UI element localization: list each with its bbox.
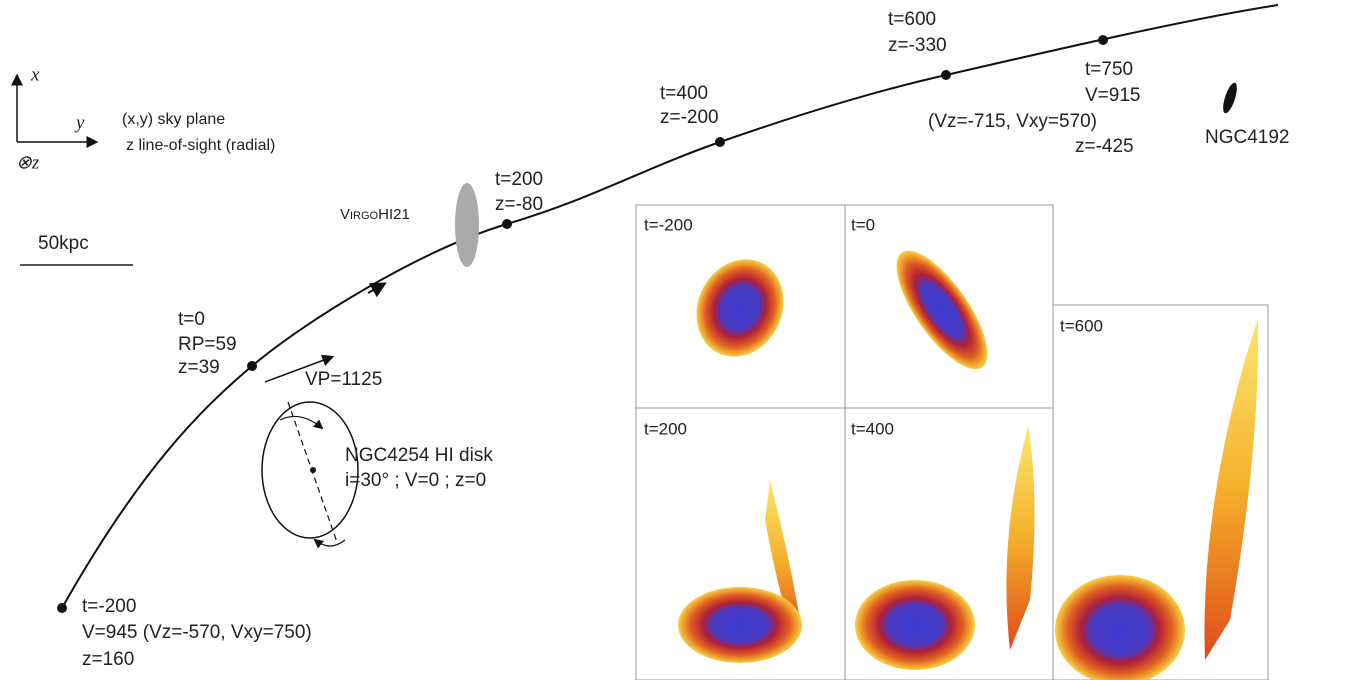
rotation-arrow: [315, 540, 345, 546]
disk-label: i=30° ; V=0 ; z=0: [345, 470, 486, 491]
axis-label: x: [30, 64, 40, 85]
trajectory-point: [941, 70, 951, 80]
gas-blob: [855, 580, 975, 670]
trajectory-point: [715, 137, 725, 147]
diagram: x y ⊗z (x,y) sky plane z line-of-sight (…: [0, 0, 1360, 680]
point-label: z=-80: [495, 194, 543, 215]
axis-label: ⊗z: [16, 152, 40, 173]
legend-text: z line-of-sight (radial): [126, 137, 275, 154]
panel-label: t=0: [851, 215, 875, 234]
gas-blob: [678, 587, 802, 663]
panel-label: t=400: [851, 419, 894, 438]
trajectory-point: [502, 219, 512, 229]
point-label: z=160: [82, 649, 134, 670]
point-label: z=39: [178, 357, 220, 378]
trajectory-point: [247, 361, 257, 371]
point-label: t=200: [495, 169, 543, 190]
point-label: t=600: [888, 9, 936, 30]
disk-axis: [288, 402, 338, 545]
gas-blob: [1055, 575, 1185, 680]
point-label: z=-330: [888, 35, 947, 56]
axis-label: y: [74, 112, 85, 133]
rotation-arrow: [280, 416, 322, 428]
point-label: z=-425: [1075, 136, 1134, 157]
disk-center: [310, 467, 316, 473]
point-label: t=750: [1085, 59, 1133, 80]
object-label: NGC4192: [1205, 127, 1290, 148]
point-label: (Vz=-715, Vxy=570): [928, 111, 1097, 132]
panel-label: t=600: [1060, 316, 1103, 335]
ngc4192-galaxy: [1220, 81, 1239, 115]
point-label: t=400: [660, 83, 708, 104]
point-label: V=915: [1085, 85, 1140, 106]
point-label: RP=59: [178, 334, 237, 355]
velocity-label: VP=1125: [305, 369, 382, 390]
point-label: t=0: [178, 309, 205, 330]
point-label: z=-200: [660, 107, 719, 128]
legend-text: (x,y) sky plane: [122, 111, 225, 128]
virgohi21-cloud: [455, 183, 479, 267]
trajectory-point: [57, 603, 67, 613]
panel-label: t=200: [644, 419, 687, 438]
disk-label: NGC4254 HI disk: [345, 445, 493, 466]
trajectory-point: [1098, 35, 1108, 45]
scale-label: 50kpc: [38, 233, 89, 254]
object-label: VirgoHI21: [340, 206, 410, 223]
point-label: t=-200: [82, 596, 136, 617]
point-label: V=945 (Vz=-570, Vxy=750): [82, 622, 312, 643]
panel-label: t=-200: [644, 215, 693, 234]
